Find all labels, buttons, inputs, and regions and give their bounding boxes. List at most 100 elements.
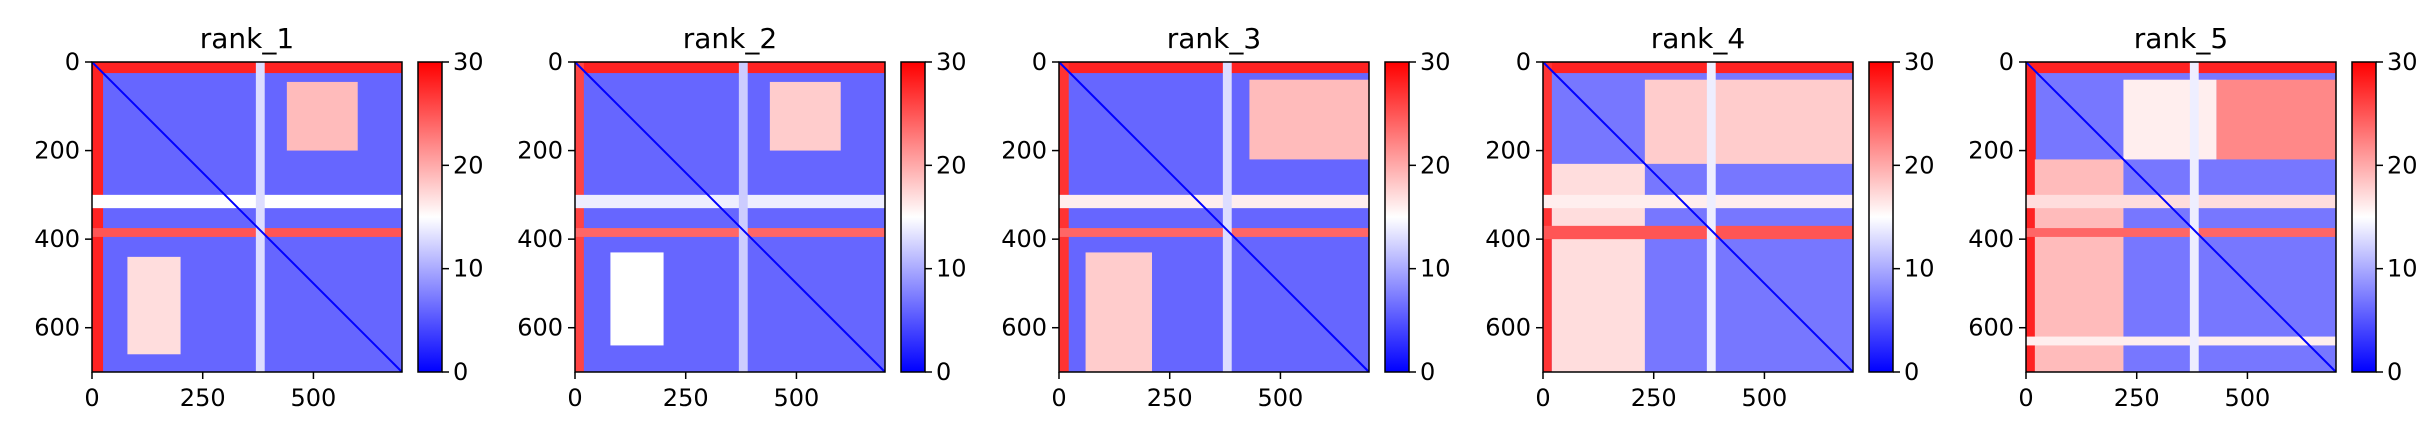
heatmap-diagonal — [2025, 61, 2337, 373]
x-tick-label: 250 — [2114, 384, 2160, 412]
heatmap-region-1 — [2026, 62, 2336, 74]
colorbar-tick-label: 10 — [936, 255, 967, 283]
heatmap-cells — [574, 61, 886, 373]
x-tick-label: 250 — [180, 384, 226, 412]
heatmap-cells — [1058, 61, 1370, 373]
x-tick-label: 500 — [774, 384, 820, 412]
heatmap-cells — [91, 61, 403, 373]
colorbar — [418, 62, 442, 372]
panel-title: rank_1 — [200, 22, 294, 55]
y-tick-label: 0 — [1999, 48, 2014, 76]
y-tick-label: 0 — [1032, 48, 1047, 76]
heatmap-panel-4: rank_4 0 200 400 600 0 250 500 0 10 20 30 — [1485, 22, 1934, 412]
heatmap-panel-1: rank_1 0 200 400 600 0 250 500 0 10 20 30 — [34, 22, 483, 412]
colorbar-tick-label: 30 — [1904, 48, 1935, 76]
colorbar-tick-label: 30 — [936, 48, 967, 76]
heatmap-region-3 — [286, 81, 358, 151]
heatmap-frame — [2025, 61, 2337, 373]
heatmap-region-4 — [2123, 79, 2217, 160]
y-tick-label: 0 — [65, 48, 80, 76]
x-tick-label: 500 — [1742, 384, 1788, 412]
heatmap-region-4 — [1085, 252, 1152, 372]
colorbar-tick-label: 20 — [453, 151, 484, 179]
colorbar-tick-label: 0 — [936, 358, 951, 386]
y-tick-label: 400 — [1968, 225, 2014, 253]
y-tick-label: 200 — [1001, 137, 1047, 165]
y-tick-label: 400 — [1485, 225, 1531, 253]
heatmap-region-4 — [610, 252, 664, 346]
colorbar-tick-label: 0 — [453, 358, 468, 386]
heatmap-diagonal — [1058, 61, 1370, 373]
y-tick-label: 600 — [34, 314, 80, 342]
heatmap-diagonal — [1542, 61, 1854, 373]
heatmap-region-9 — [2189, 62, 2199, 372]
heatmap-region-6 — [2026, 194, 2336, 209]
heatmap-region-2 — [1059, 62, 1069, 372]
heatmap-cells — [2025, 61, 2337, 373]
heatmap-panel-3: rank_3 0 200 400 600 0 250 500 0 10 20 30 — [1001, 22, 1450, 412]
x-tick-label: 250 — [1631, 384, 1677, 412]
heatmap-region-7 — [255, 62, 265, 372]
colorbar-tick-label: 20 — [2387, 151, 2418, 179]
colorbar-frame — [1384, 61, 1410, 373]
y-tick-label: 0 — [1516, 48, 1531, 76]
colorbar-tick-label: 10 — [2387, 255, 2418, 283]
heatmap-region-7 — [738, 62, 748, 372]
y-tick-label: 200 — [34, 137, 80, 165]
colorbar-tick-label: 20 — [1904, 151, 1935, 179]
y-tick-label: 600 — [517, 314, 563, 342]
heatmap-region-8 — [2026, 336, 2336, 346]
heatmap-region-2 — [575, 62, 584, 372]
y-tick-label: 600 — [1001, 314, 1047, 342]
heatmap-diagonal — [574, 61, 886, 373]
colorbar-tick-label: 30 — [2387, 48, 2418, 76]
colorbar — [2352, 62, 2376, 372]
heatmap-region-5 — [92, 194, 402, 209]
y-tick-label: 200 — [1485, 137, 1531, 165]
heatmap-frame — [91, 61, 403, 373]
panel-title: rank_3 — [1167, 22, 1261, 55]
heatmap-region-5 — [1543, 194, 1853, 209]
x-tick-label: 0 — [84, 384, 99, 412]
y-tick-label: 400 — [1001, 225, 1047, 253]
colorbar-tick-label: 0 — [1904, 358, 1919, 386]
heatmap-frame — [1542, 61, 1854, 373]
heatmap-region-7 — [1222, 62, 1232, 372]
colorbar-tick-label: 10 — [1420, 255, 1451, 283]
colorbar — [1869, 62, 1893, 372]
x-tick-label: 250 — [663, 384, 709, 412]
heatmap-region-6 — [92, 228, 402, 237]
x-tick-label: 500 — [2225, 384, 2271, 412]
colorbar-tick-label: 30 — [1420, 48, 1451, 76]
panel-title: rank_4 — [1651, 22, 1745, 55]
panel-title: rank_5 — [2134, 22, 2228, 55]
heatmap-region-7 — [1706, 62, 1716, 372]
heatmap-region-3 — [769, 81, 841, 151]
colorbar — [901, 62, 925, 372]
heatmap-region-2 — [92, 62, 104, 372]
heatmap-cells — [1542, 61, 1854, 373]
heatmap-region-3 — [1644, 79, 1853, 164]
heatmap-region-1 — [1059, 62, 1369, 74]
colorbar — [1385, 62, 1409, 372]
colorbar-tick-label: 20 — [936, 151, 967, 179]
y-tick-label: 400 — [517, 225, 563, 253]
y-tick-label: 200 — [1968, 137, 2014, 165]
heatmap-region-3 — [1249, 79, 1369, 160]
heatmap-region-3 — [2216, 79, 2336, 160]
colorbar-tick-label: 20 — [1420, 151, 1451, 179]
y-tick-label: 400 — [34, 225, 80, 253]
heatmap-region-4 — [127, 256, 181, 355]
y-tick-label: 600 — [1485, 314, 1531, 342]
heatmap-region-6 — [575, 228, 885, 237]
heatmap-region-1 — [1543, 62, 1853, 74]
colorbar-frame — [900, 61, 926, 373]
heatmap-frame — [574, 61, 886, 373]
colorbar-frame — [1868, 61, 1894, 373]
heatmap-region-2 — [1543, 62, 1552, 372]
y-tick-label: 600 — [1968, 314, 2014, 342]
x-tick-label: 0 — [1535, 384, 1550, 412]
heatmap-panel-5: rank_5 0 200 400 600 0 250 500 0 10 20 30 — [1968, 22, 2417, 412]
